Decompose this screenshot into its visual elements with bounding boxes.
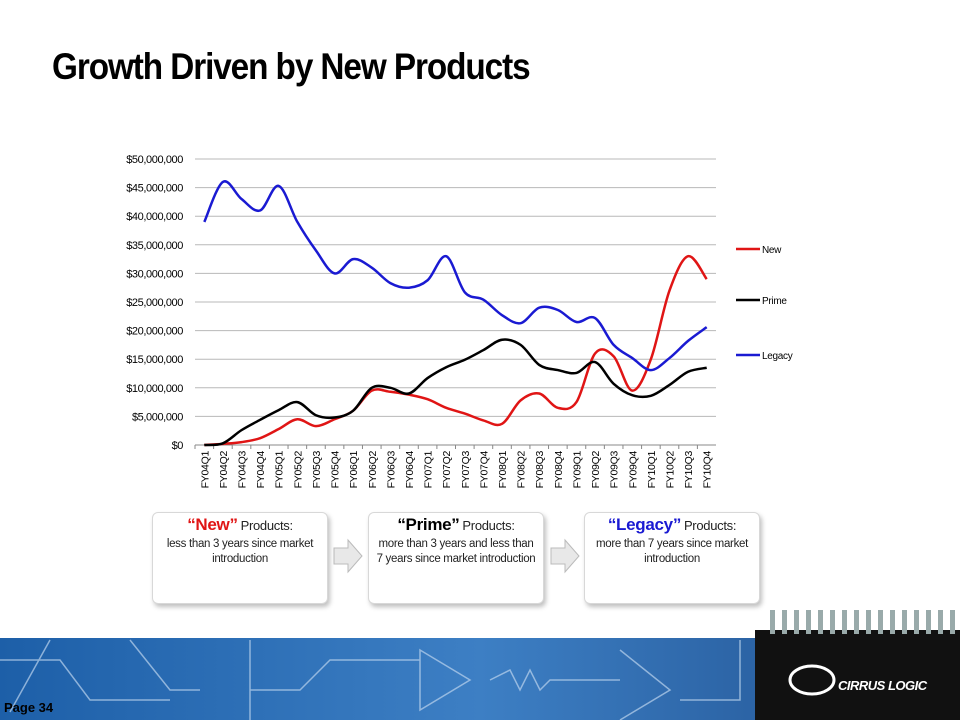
box-text: less than 3 years since market introduct… [166,538,314,565]
box-name: “Prime” [397,515,460,534]
slide-title: Growth Driven by New Products [52,46,531,87]
y-tick-label: $5,000,000 [132,411,183,423]
x-tick-label: FY10Q4 [702,451,714,489]
x-tick-label: FY06Q2 [367,451,379,489]
x-tick-label: FY05Q3 [311,451,323,489]
x-tick-label: FY04Q1 [199,451,211,489]
series-line [204,338,707,447]
page-number: Page 34 [4,700,54,715]
x-tick-label: FY07Q4 [478,451,490,489]
box-text: more than 7 years since market introduct… [595,538,749,565]
x-tick-label: FY08Q1 [497,451,509,489]
y-tick-label: $0 [172,440,184,452]
x-tick-label: FY10Q3 [683,451,695,489]
y-tick-label: $10,000,000 [126,383,183,395]
logo: CIRRUS LOGIC [838,678,927,693]
y-tick-label: $40,000,000 [126,211,183,223]
x-tick-label: FY05Q4 [330,451,342,489]
info-box: “Prime” Products: more than 3 years and … [368,512,544,604]
box-name: “Legacy” [607,515,682,534]
series-line [203,180,708,372]
x-tick-label: FY06Q3 [385,451,397,489]
x-tick-label: FY09Q4 [627,451,639,489]
x-tick-label: FY09Q3 [609,451,621,489]
x-tick-label: FY06Q4 [404,451,416,489]
box-text: more than 3 years and less than 7 years … [376,538,536,565]
x-tick-label: FY09Q2 [590,451,602,489]
x-tick-label: FY08Q2 [516,451,528,489]
x-tick-label: FY07Q2 [441,451,453,489]
x-tick-label: FY07Q3 [460,451,472,489]
y-tick-label: $35,000,000 [126,240,183,252]
x-tick-label: FY04Q3 [237,451,249,489]
x-tick-label: FY10Q2 [664,451,676,489]
series-line [204,254,708,447]
box-suffix: Products: [240,518,294,533]
x-tick-label: FY05Q2 [292,451,304,489]
info-box: “Legacy” Products: more than 7 years sin… [584,512,760,604]
info-box: “New” Products: less than 3 years since … [152,512,328,604]
x-tick-label: FY10Q1 [646,451,658,489]
y-tick-label: $25,000,000 [126,297,183,309]
x-tick-label: FY09Q1 [571,451,583,489]
y-tick-label: $50,000,000 [126,154,183,166]
y-tick-label: $30,000,000 [126,268,183,280]
box-name: “New” [187,515,238,534]
legend-label: New [762,245,782,256]
y-tick-label: $15,000,000 [126,354,183,366]
x-tick-label: FY08Q4 [553,451,565,489]
x-tick-label: FY04Q4 [255,451,267,489]
x-tick-label: FY06Q1 [348,451,360,489]
legend-label: Prime [762,296,787,307]
chip-pins [770,610,955,634]
x-tick-label: FY07Q1 [423,451,435,489]
footer-band [0,610,960,720]
y-tick-label: $45,000,000 [126,183,183,195]
x-tick-label: FY08Q3 [534,451,546,489]
legend-label: Legacy [762,351,793,362]
box-suffix: Products: [683,518,737,533]
arrows [333,538,580,574]
y-tick-label: $20,000,000 [126,326,183,338]
x-tick-label: FY05Q1 [274,451,286,489]
x-tick-label: FY04Q2 [218,451,230,489]
box-suffix: Products: [462,518,515,533]
